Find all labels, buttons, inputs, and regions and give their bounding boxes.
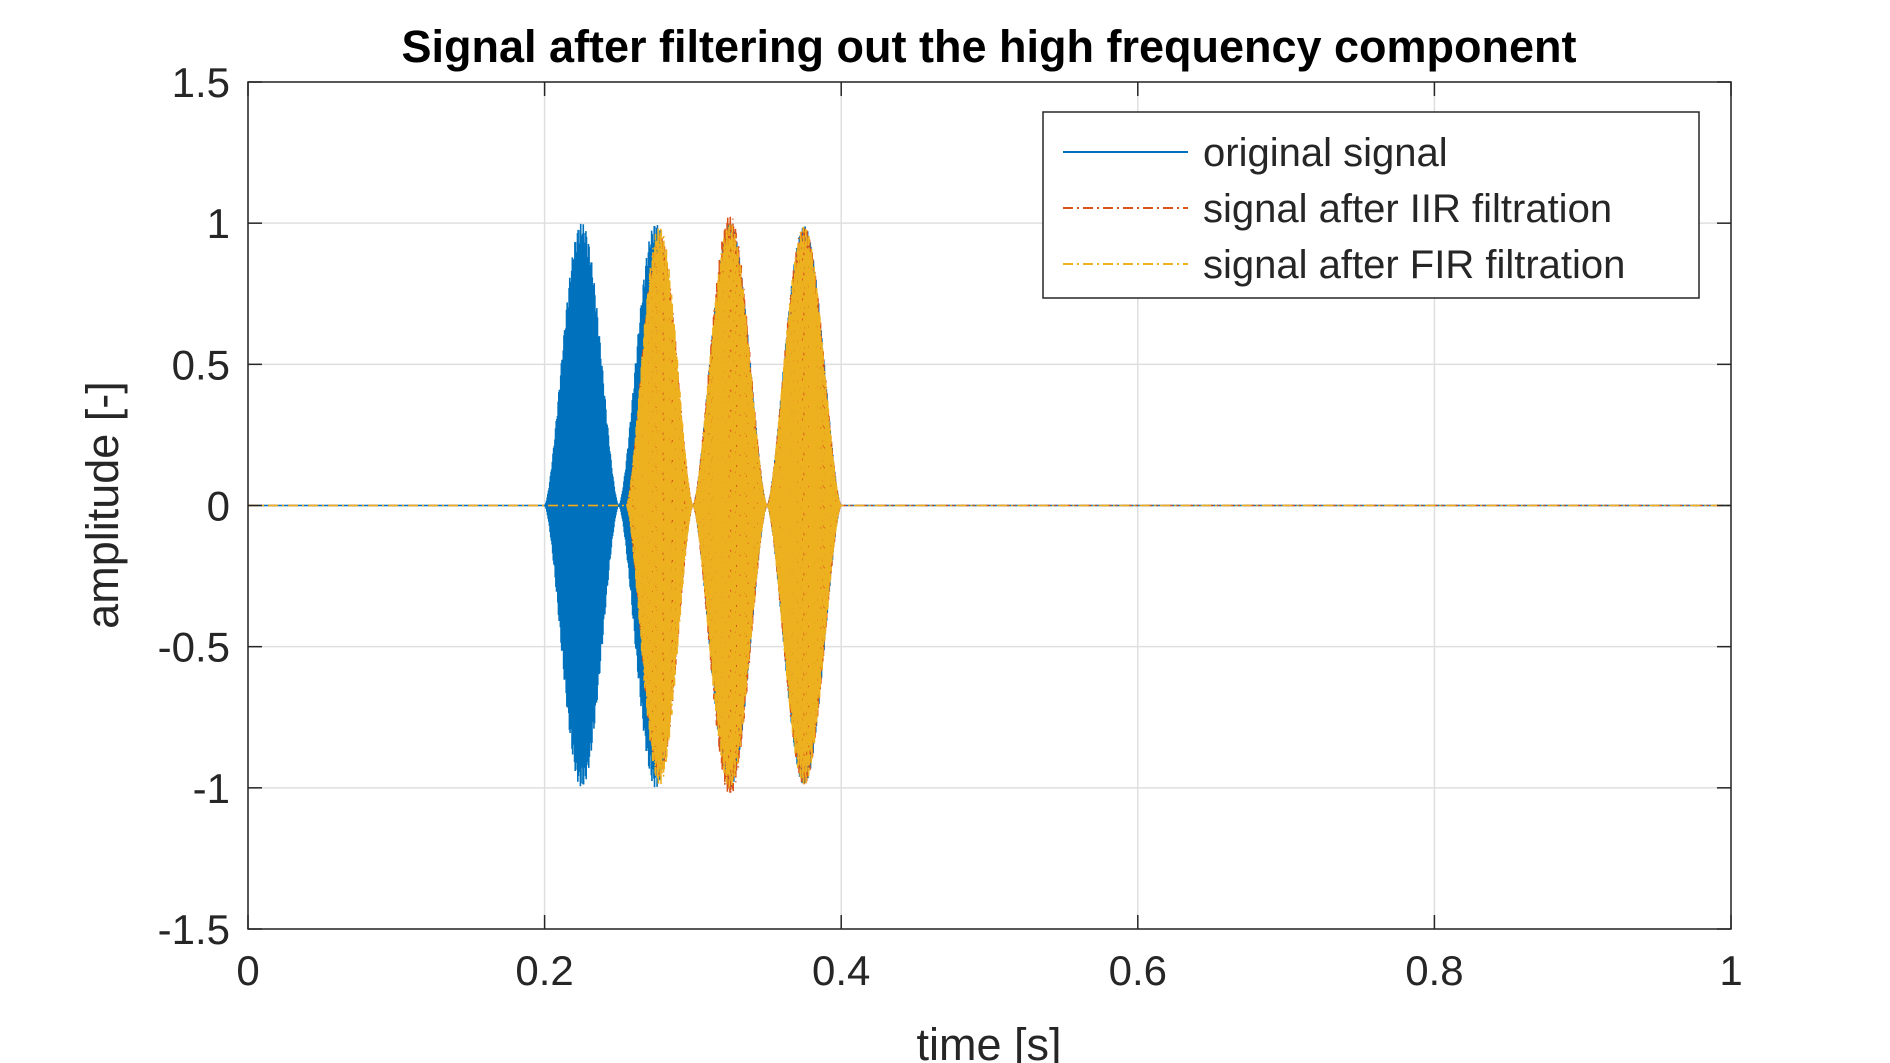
y-tick-label: 1.5 xyxy=(172,59,230,106)
legend-label-1: original signal xyxy=(1203,131,1448,175)
x-tick-labels: 0 0.2 0.4 0.6 0.8 1 xyxy=(236,947,1742,994)
series-layer xyxy=(248,214,1731,795)
x-axis-label: time [s] xyxy=(916,1019,1061,1063)
legend-box xyxy=(1042,111,1700,299)
y-tick-label: 1 xyxy=(207,200,230,247)
x-tick-label: 0.2 xyxy=(515,947,573,994)
x-tick-label: 0.8 xyxy=(1405,947,1463,994)
tick-marks xyxy=(247,81,1732,930)
x-tick-label: 1 xyxy=(1719,947,1742,994)
y-tick-label: -0.5 xyxy=(158,624,230,671)
x-tick-label: 0.6 xyxy=(1109,947,1167,994)
y-axis-label: amplitude [-] xyxy=(77,381,128,629)
series-line-3 xyxy=(248,224,1731,788)
x-tick-label: 0.4 xyxy=(812,947,870,994)
y-tick-label: 0 xyxy=(207,483,230,530)
y-tick-label: -1.5 xyxy=(158,906,230,953)
x-tick-label: 0 xyxy=(236,947,259,994)
legend-label-2: signal after IIR filtration xyxy=(1203,187,1612,231)
y-tick-label: -1 xyxy=(193,765,230,812)
chart-title: Signal after filtering out the high freq… xyxy=(401,21,1576,72)
legend: original signal signal after IIR filtrati… xyxy=(1042,111,1700,299)
legend-label-3: signal after FIR filtration xyxy=(1203,243,1625,287)
y-tick-label: 0.5 xyxy=(172,341,230,388)
y-tick-labels: -1.5 -1 -0.5 0 0.5 1 1.5 xyxy=(158,59,230,953)
